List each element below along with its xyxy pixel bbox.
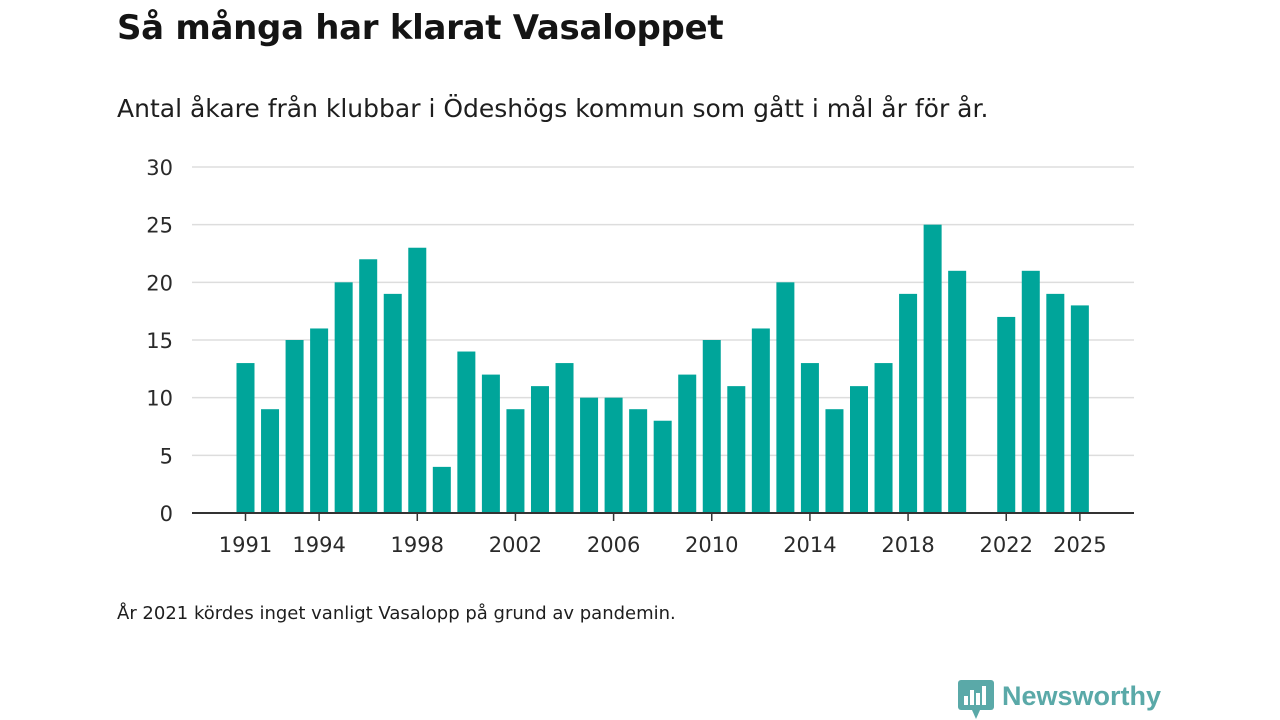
newsworthy-logo: Newsworthy	[958, 680, 1161, 720]
bar-2015	[825, 409, 844, 513]
x-tick-label-2025: 2025	[1053, 533, 1106, 557]
bar-2022	[997, 316, 1016, 513]
x-tick-label-2006: 2006	[587, 533, 640, 557]
y-axis-ticks: 0 5 10 15 20 25 30	[146, 156, 173, 526]
footnote: År 2021 kördes inget vanligt Vasalopp på…	[117, 603, 676, 624]
y-tick-label-10: 10	[146, 387, 173, 411]
y-tick-label-20: 20	[146, 271, 173, 295]
bar-1992	[261, 409, 280, 513]
bars	[236, 224, 1089, 514]
bar-2020	[948, 270, 967, 513]
bar-2017	[874, 363, 893, 513]
bar-1996	[359, 259, 378, 513]
bar-2016	[850, 386, 868, 513]
x-tick-label-2002: 2002	[489, 533, 542, 557]
bar-1999	[432, 466, 451, 513]
bar-2014	[800, 363, 819, 513]
x-tick-label-2022: 2022	[980, 533, 1033, 557]
bar-2019	[923, 224, 942, 514]
bar-2023	[1021, 270, 1040, 513]
bar-2004	[555, 363, 574, 513]
bar-2005	[580, 397, 599, 513]
bar-2006	[604, 397, 623, 513]
bar-2011	[727, 386, 746, 513]
newsworthy-logo-icon	[958, 680, 994, 719]
x-tick-label-1991: 1991	[219, 533, 272, 557]
bar-2018	[899, 293, 918, 513]
y-tick-label-5: 5	[160, 444, 173, 468]
bar-2025	[1070, 305, 1089, 513]
x-tick-label-1998: 1998	[391, 533, 444, 557]
x-tick-label-2010: 2010	[685, 533, 738, 557]
bar-2008	[653, 420, 672, 513]
bar-2024	[1046, 293, 1065, 513]
newsworthy-logo-text: Newsworthy	[1002, 680, 1162, 711]
bar-2010	[702, 340, 721, 513]
bar-2002	[506, 409, 525, 513]
bar-1991	[236, 363, 255, 513]
bar-1997	[383, 293, 402, 513]
bar-1995	[334, 282, 353, 513]
bar-2007	[629, 409, 648, 513]
bar-1998	[408, 247, 427, 514]
y-tick-label-0: 0	[160, 502, 173, 526]
y-tick-label-30: 30	[146, 156, 173, 180]
bar-2000	[457, 351, 476, 513]
x-tick-label-2018: 2018	[881, 533, 934, 557]
bar-2012	[751, 328, 770, 513]
x-tick-label-2014: 2014	[783, 533, 836, 557]
y-tick-label-25: 25	[146, 214, 173, 238]
x-tick-label-1994: 1994	[292, 533, 345, 557]
chart-title: Så många har klarat Vasaloppet	[117, 8, 724, 48]
chart-subtitle: Antal åkare från klubbar i Ödeshögs komm…	[117, 94, 989, 123]
bar-1994	[310, 328, 329, 513]
gridlines	[192, 166, 1134, 457]
x-axis-ticks: 1991 1994 1998 2002 2006 2010 2014 2018 2022 2025	[219, 513, 1107, 557]
bar-2009	[678, 374, 697, 513]
bar-2013	[776, 282, 795, 513]
bar-2001	[481, 374, 500, 513]
y-tick-label-15: 15	[146, 329, 173, 353]
bar-2003	[530, 386, 549, 513]
bar-1993	[285, 340, 304, 513]
